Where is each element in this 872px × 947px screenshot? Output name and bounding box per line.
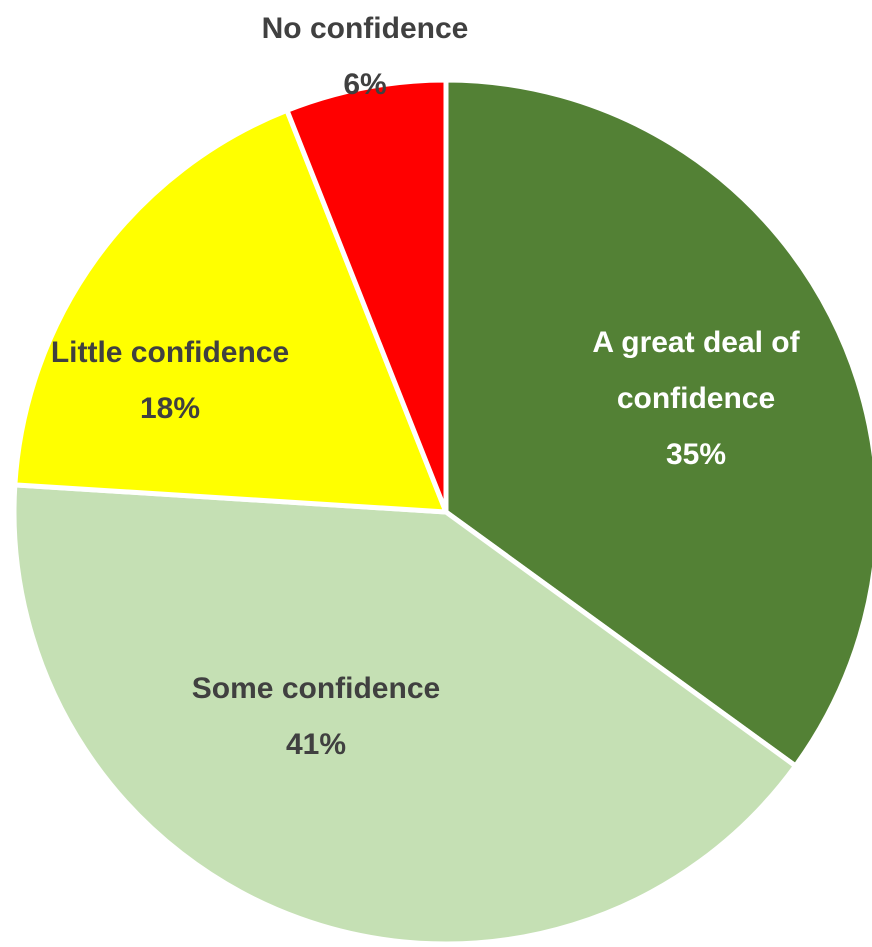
slice-category-label: No confidence	[262, 12, 469, 45]
slice-category-label: A great deal of	[592, 326, 800, 359]
pie-slice	[284, 77, 449, 515]
pie-slice	[12, 107, 449, 515]
slice-percent-label: 6%	[343, 68, 386, 101]
slice-percent-label: 35%	[666, 438, 726, 471]
slice-percent-label: 18%	[140, 392, 200, 425]
slice-category-label: Little confidence	[51, 336, 289, 369]
pie-slice	[11, 482, 798, 947]
slice-percent-label: 41%	[286, 728, 346, 761]
pie-labels: A great deal of confidence 35% Some confide…	[51, 12, 801, 761]
pie-slices	[11, 77, 872, 947]
slice-category-label: confidence	[617, 382, 775, 415]
pie-slice	[443, 77, 872, 769]
slice-category-label: Some confidence	[192, 672, 440, 705]
